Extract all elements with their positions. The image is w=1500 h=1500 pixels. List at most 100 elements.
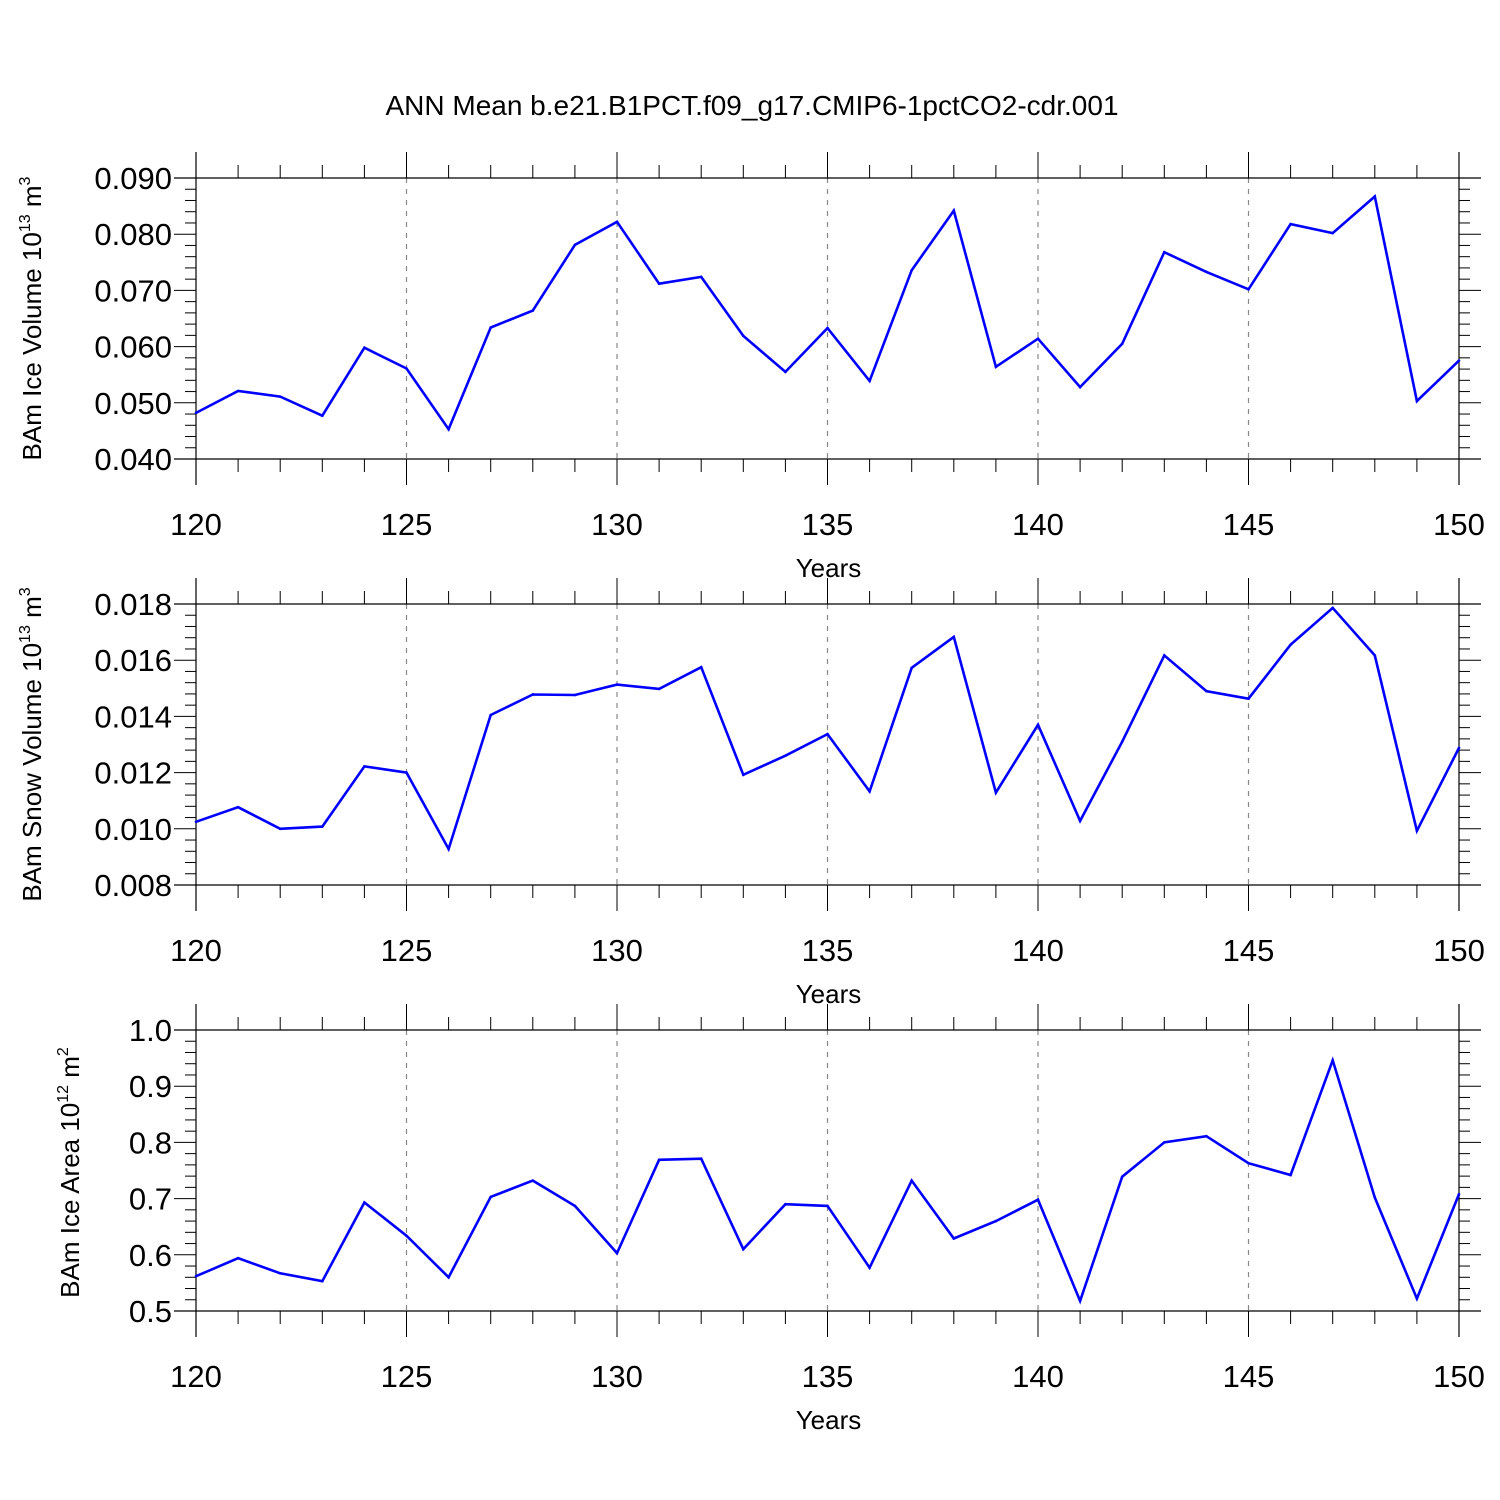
- panel-2: 120 125 130 135 140 145 150 0.008 0.010 0.012 0.01…: [17, 578, 1485, 1009]
- data-point: [1205, 270, 1208, 274]
- y-tick-label: 0.5: [129, 1294, 172, 1329]
- data-point: [994, 365, 998, 369]
- data-point: [952, 1237, 956, 1240]
- x-tick-label: 130: [591, 933, 643, 968]
- data-point: [826, 1204, 829, 1208]
- data-point: [1415, 829, 1419, 833]
- data-point: [784, 1202, 787, 1206]
- data-point: [321, 414, 324, 418]
- data-point: [784, 754, 787, 758]
- y-tick-label: 0.080: [94, 217, 172, 252]
- data-point: [1120, 740, 1124, 743]
- x-axis-label: Years: [796, 1405, 862, 1435]
- data-point: [489, 326, 493, 329]
- x-tick-label: 140: [1012, 1359, 1064, 1394]
- data-point: [321, 1279, 324, 1283]
- data-point: [910, 666, 913, 670]
- data-point: [868, 790, 871, 793]
- data-point: [784, 370, 787, 374]
- data-point: [1289, 643, 1292, 647]
- data-point: [994, 1219, 998, 1223]
- y-axis-label: BAm Snow Volume 1013 m3: [17, 587, 47, 901]
- x-tick-label: 135: [802, 507, 854, 542]
- data-point: [489, 1195, 493, 1199]
- data-point: [699, 1157, 703, 1160]
- data-point: [363, 765, 366, 768]
- data-point: [1415, 1297, 1419, 1300]
- x-tick-label: 130: [591, 1359, 643, 1394]
- data-point: [868, 379, 871, 383]
- x-tick-label: 135: [802, 933, 854, 968]
- data-point: [657, 687, 661, 691]
- data-point: [1247, 697, 1250, 700]
- data-point: [405, 771, 408, 774]
- y-tick-label: 0.008: [94, 868, 172, 903]
- data-point: [278, 827, 282, 831]
- data-point: [405, 1234, 408, 1237]
- x-tick-label: 150: [1433, 1359, 1485, 1394]
- data-point: [405, 367, 408, 370]
- y-tick-label: 0.060: [94, 330, 172, 365]
- data-point: [615, 220, 619, 224]
- data-point: [489, 713, 493, 717]
- data-point: [573, 243, 577, 247]
- data-point: [1247, 1161, 1250, 1165]
- x-tick-label: 145: [1223, 507, 1275, 542]
- data-point: [447, 1275, 450, 1279]
- data-point: [910, 268, 913, 272]
- x-axis-label: Years: [796, 553, 862, 583]
- y-tick-label: 0.9: [129, 1069, 172, 1104]
- data-point: [1373, 654, 1377, 657]
- data-point: [1205, 689, 1208, 693]
- y-axis-label: BAm Ice Volume 1013 m3: [17, 176, 47, 460]
- data-point: [1036, 723, 1040, 727]
- data-point: [1036, 1198, 1040, 1202]
- data-point: [826, 326, 829, 330]
- data-point: [1289, 222, 1292, 226]
- data-point: [1120, 342, 1124, 346]
- x-tick-label: 145: [1223, 933, 1275, 968]
- panels: 120 125 130 135 140 145 150 0.040 0.050 0.060 0.07…: [17, 152, 1485, 1435]
- x-tick-label: 125: [381, 507, 433, 542]
- data-point: [531, 309, 535, 312]
- data-point: [615, 1251, 619, 1255]
- data-point: [910, 1179, 913, 1182]
- data-point: [531, 1179, 535, 1182]
- x-tick-label: 125: [381, 933, 433, 968]
- panel-3: 120 125 130 135 140 145 150 0.5 0.6 0.7 0.8 0.9 1.0 Y…: [55, 1004, 1485, 1435]
- x-tick-label: 130: [591, 507, 643, 542]
- data-point: [363, 1201, 366, 1204]
- y-tick-label: 0.014: [94, 699, 172, 734]
- x-tick-label: 135: [802, 1359, 854, 1394]
- data-point: [1163, 1141, 1166, 1144]
- data-point: [278, 395, 282, 398]
- data-point: [742, 1247, 745, 1251]
- data-point: [1457, 359, 1461, 362]
- data-point: [236, 1256, 240, 1260]
- data-point: [1415, 399, 1419, 403]
- data-point: [742, 773, 745, 777]
- data-point: [1289, 1173, 1292, 1177]
- data-point: [194, 820, 198, 824]
- data-point: [826, 732, 829, 736]
- data-point: [1205, 1134, 1208, 1138]
- x-tick-label: 150: [1433, 933, 1485, 968]
- data-point: [1036, 337, 1040, 341]
- data-point: [952, 635, 956, 639]
- data-point: [657, 1158, 661, 1162]
- x-tick-label: 120: [170, 1359, 222, 1394]
- data-point: [236, 389, 240, 393]
- y-axis-label: BAm Ice Area 1012 m2: [55, 1047, 85, 1298]
- data-point: [1078, 385, 1082, 389]
- x-tick-label: 145: [1223, 1359, 1275, 1394]
- data-point: [573, 1204, 577, 1208]
- data-point: [194, 1274, 198, 1278]
- y-tick-label: 0.070: [94, 273, 172, 308]
- data-point: [994, 791, 998, 794]
- data-point: [1457, 746, 1461, 750]
- data-point: [699, 665, 703, 669]
- x-axis-label: Years: [796, 979, 862, 1009]
- data-point: [1078, 1299, 1082, 1303]
- y-tick-label: 0.090: [94, 161, 172, 196]
- figure-title: ANN Mean b.e21.B1PCT.f09_g17.CMIP6-1pctC…: [385, 90, 1118, 121]
